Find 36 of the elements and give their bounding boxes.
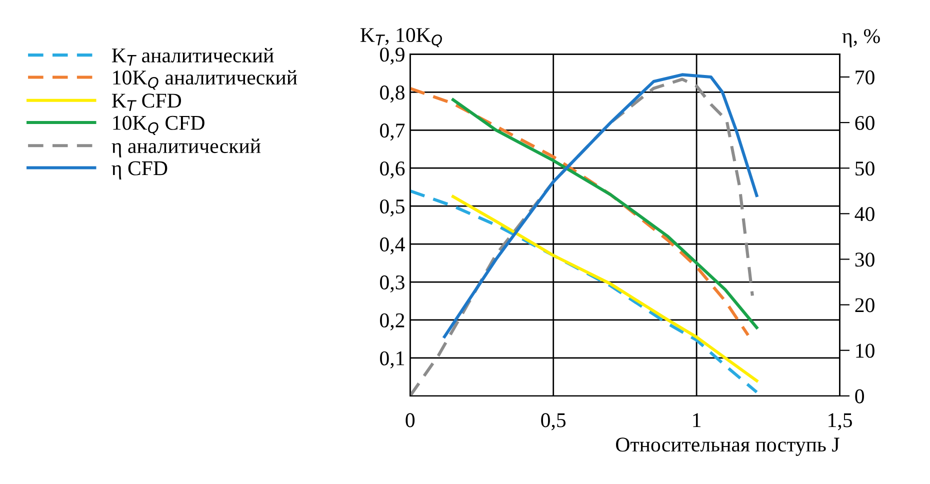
line-series (410, 86, 750, 337)
line-series (410, 78, 754, 396)
y2-tick-label: 30 (855, 252, 874, 267)
y2-axis-title: η, % (842, 29, 880, 48)
y2-tick-label: 0 (855, 389, 864, 404)
x-tick-label: 0,5 (541, 413, 566, 430)
x-tick-label: 1,5 (828, 413, 852, 430)
legend-label: K$_{T}$ аналитический (112, 48, 274, 66)
y-tick-label: 0,4 (380, 237, 405, 254)
legend-label: η CFD (112, 161, 168, 180)
y-tick-label: 0,7 (380, 124, 405, 141)
line-series (410, 189, 758, 394)
y2-tick-label: 50 (856, 161, 874, 176)
y-tick-label: 0,5 (380, 199, 404, 217)
y2-tick-label: 60 (855, 116, 874, 130)
x-tick-label: 1 (693, 413, 701, 428)
y-tick-label: 0,6 (380, 161, 405, 179)
x-tick-label: 0 (406, 413, 415, 428)
y-tick-label: 0,1 (380, 351, 404, 368)
y-tick-label: 0,3 (380, 275, 404, 292)
legend-label: 10K$_{Q}$ CFD (113, 116, 204, 135)
line-series (442, 73, 758, 338)
y-tick-label: 0,9 (380, 48, 404, 65)
legend-label: η аналитический (112, 138, 261, 158)
y2-tick-label: 40 (854, 207, 874, 222)
y2-tick-label: 10 (856, 344, 874, 358)
y-tick-label: 0,8 (380, 86, 404, 103)
line-series (452, 98, 758, 330)
x-axis-title: Относительная поступь J (616, 438, 840, 456)
legend-label: 10K$_{Q}$ аналитический (113, 70, 298, 90)
legend-label: K$_{T}$ CFD (112, 94, 182, 111)
y2-tick-label: 20 (855, 298, 874, 312)
y2-tick-label: 70 (856, 70, 874, 84)
line-series (452, 195, 758, 382)
y-tick-label: 0,2 (380, 313, 404, 330)
y-axis-title: K$_{T}$, 10K$_{Q}$ (360, 28, 442, 48)
